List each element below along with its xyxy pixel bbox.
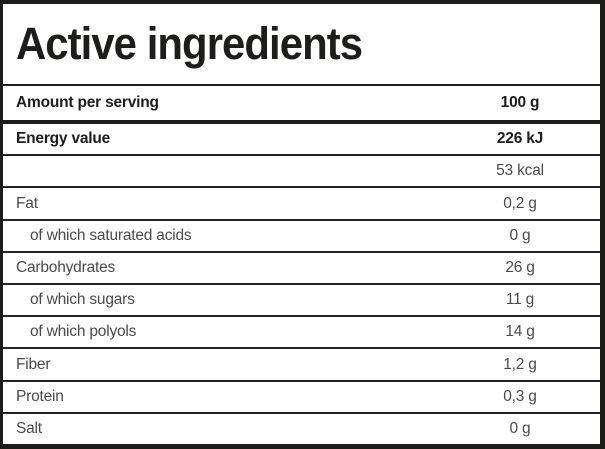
row-value: 0,3 g — [503, 387, 537, 405]
row-value: 1,2 g — [503, 355, 537, 373]
row-label: of which saturated acids — [30, 226, 192, 244]
table-row: of which sugars 11 g — [3, 285, 600, 318]
row-label: Fiber — [16, 355, 51, 373]
row-value: 26 g — [505, 258, 535, 276]
table-row: Protein 0,3 g — [3, 382, 600, 414]
row-label: of which polyols — [30, 323, 137, 341]
table-row: Fiber 1,2 g — [3, 349, 600, 382]
header-value: 100 g — [500, 94, 540, 111]
row-value: 0,2 g — [503, 194, 537, 212]
table-row: Energy value 226 kJ — [3, 124, 600, 157]
row-value: 11 g — [505, 291, 535, 309]
row-label: Energy value — [16, 130, 111, 148]
row-label: of which sugars — [30, 291, 135, 309]
row-value: 14 g — [505, 323, 535, 341]
table-row: Fat 0,2 g — [3, 188, 600, 221]
title-box: Active ingredients — [3, 4, 600, 86]
row-label: Salt — [16, 419, 42, 437]
table-row: of which polyols 14 g — [3, 317, 600, 350]
table-header-row: Amount per serving 100 g — [3, 86, 600, 124]
page-title: Active ingredients — [16, 18, 363, 69]
header-label: Amount per serving — [16, 94, 159, 111]
table-row: 53 kcal — [3, 156, 600, 189]
row-label: Carbohydrates — [16, 258, 116, 276]
table-row: of which saturated acids 0 g — [3, 221, 600, 253]
table-row: Carbohydrates 26 g — [3, 253, 600, 286]
row-value: 0 g — [509, 226, 531, 244]
row-value: 226 kJ — [496, 130, 544, 148]
row-value: 0 g — [509, 419, 531, 437]
table-row: Salt 0 g — [3, 414, 600, 444]
row-label: Fat — [16, 194, 38, 212]
row-value: 53 kcal — [496, 162, 544, 180]
row-label: Protein — [16, 387, 64, 405]
